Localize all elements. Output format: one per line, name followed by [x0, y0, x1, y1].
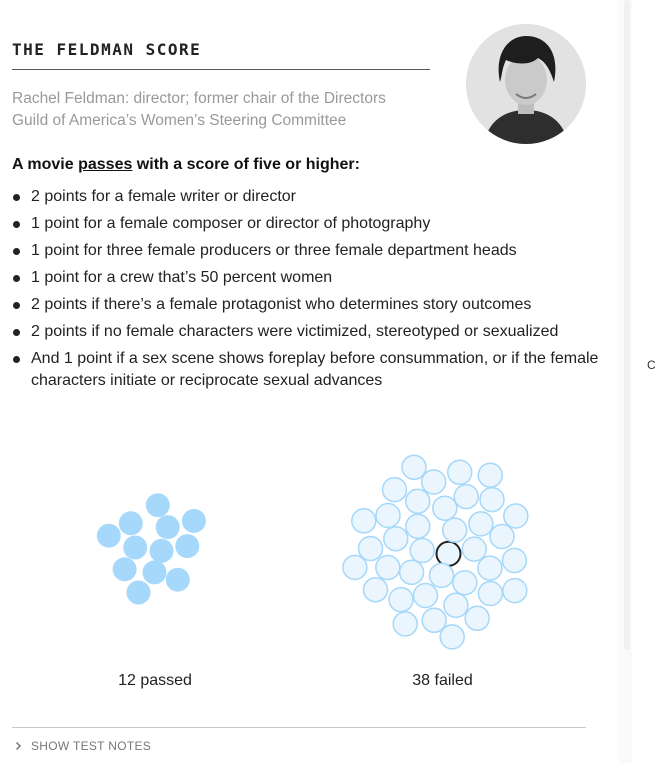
- page-title: THE FELDMAN SCORE: [12, 40, 430, 70]
- failed-film-circle: [342, 554, 368, 581]
- passed-film-circle: [96, 523, 121, 548]
- bullet-icon: [13, 329, 20, 336]
- failed-film-circle: [405, 513, 431, 540]
- failed-film-circle: [409, 537, 435, 564]
- failed-film-circle: [477, 555, 503, 581]
- passed-film-circle: [123, 535, 148, 560]
- passed-film-circle: [142, 560, 167, 585]
- rule-text: 1 point for a female composer or directo…: [31, 215, 431, 232]
- failed-film-circle: [443, 592, 469, 619]
- failed-film-circle: [412, 582, 439, 609]
- failed-film-circle: [398, 559, 425, 586]
- failed-film-circle: [432, 495, 458, 521]
- rule-text: And 1 point if a sex scene shows forepla…: [31, 350, 599, 389]
- failed-film-circle: [453, 483, 479, 510]
- failed-film-circle: [388, 586, 414, 613]
- divider: [12, 727, 586, 728]
- passed-cluster: [96, 493, 206, 605]
- failed-film-circle: [401, 454, 427, 481]
- rule-text: 2 points if there’s a female protagonist…: [31, 296, 532, 313]
- avatar: [466, 24, 586, 144]
- failed-film-circle: [477, 462, 504, 488]
- failed-film-circle: [441, 517, 468, 543]
- failed-film-circle: [351, 508, 377, 534]
- rules-heading: A movie passes with a score of five or h…: [12, 156, 360, 174]
- passed-film-circle: [112, 557, 137, 582]
- failed-film-circle: [375, 502, 401, 529]
- failed-film-circle: [404, 488, 431, 515]
- person-line-1: Rachel Feldman: director; former chair o…: [12, 90, 386, 107]
- chevron-right-icon: [15, 741, 22, 751]
- passes-link: passes: [78, 156, 133, 173]
- rule-item: And 1 point if a sex scene shows forepla…: [12, 348, 602, 392]
- failed-film-circle: [477, 580, 504, 607]
- bullet-icon: [13, 221, 20, 228]
- failed-film-circle: [501, 547, 528, 574]
- failed-film-circle: [468, 511, 494, 537]
- rule-text: 1 point for three female producers or th…: [31, 242, 517, 259]
- bullet-icon: [13, 356, 20, 363]
- failed-film-circle: [420, 469, 447, 495]
- passed-film-circle: [165, 567, 190, 592]
- rule-text: 1 point for a crew that’s 50 percent wom…: [31, 269, 333, 286]
- feldman-score-card: THE FELDMAN SCORE Rachel Feldman: direct…: [12, 24, 602, 753]
- rules-heading-pre: A movie: [12, 156, 79, 173]
- rules-heading-post: with a score of five or higher:: [132, 156, 360, 173]
- failed-film-circle: [439, 624, 465, 650]
- failed-film-circle: [383, 525, 409, 552]
- failed-film-circle: [428, 562, 455, 589]
- failed-film-circle: [362, 576, 389, 603]
- passed-film-circle: [155, 515, 180, 540]
- failed-film-circle: [464, 605, 490, 632]
- passed-film-circle: [175, 534, 200, 559]
- passed-film-circle: [145, 493, 170, 518]
- rule-item: 2 points if there’s a female protagonist…: [12, 294, 602, 316]
- rule-text: 2 points if no female characters were vi…: [31, 323, 559, 340]
- failed-label: 38 failed: [412, 672, 473, 689]
- failed-film-circle: [357, 535, 384, 562]
- person-description: Rachel Feldman: director; former chair o…: [12, 88, 442, 132]
- passed-film-circle: [118, 511, 143, 536]
- bullet-icon: [13, 302, 20, 309]
- results-bubble-chart: [96, 454, 529, 650]
- passed-film-circle: [149, 538, 174, 563]
- bullet-icon: [13, 275, 20, 282]
- failed-film-circle: [479, 486, 505, 513]
- failed-film-circle: [489, 523, 515, 550]
- failed-cluster: [342, 454, 529, 650]
- rule-item: 2 points if no female characters were vi…: [12, 321, 602, 343]
- bullet-icon: [13, 248, 20, 255]
- failed-film-circle: [381, 476, 408, 503]
- rule-text: 2 points for a female writer or director: [31, 188, 296, 205]
- failed-film-circle: [392, 611, 418, 637]
- failed-film-circle: [461, 536, 488, 562]
- failed-film-circle: [503, 503, 529, 529]
- rules-list: 2 points for a female writer or director…: [12, 186, 602, 397]
- title-block: THE FELDMAN SCORE: [12, 40, 430, 70]
- show-test-notes-label: SHOW TEST NOTES: [31, 739, 152, 753]
- failed-film-circle: [452, 569, 478, 596]
- failed-film-circle-highlighted: [435, 540, 462, 567]
- failed-film-circle: [375, 554, 401, 581]
- passed-film-circle: [181, 508, 206, 533]
- portrait-image: [466, 24, 586, 144]
- scrollbar-thumb[interactable]: [624, 0, 630, 650]
- failed-film-circle: [502, 577, 528, 604]
- rule-item: 1 point for a female composer or directo…: [12, 213, 602, 235]
- person-line-2: Guild of America’s Women’s Steering Comm…: [12, 112, 347, 129]
- passed-film-circle: [126, 580, 151, 605]
- show-test-notes-button[interactable]: SHOW TEST NOTES: [14, 739, 151, 753]
- bullet-icon: [13, 194, 20, 201]
- rule-item: 1 point for a crew that’s 50 percent wom…: [12, 267, 602, 289]
- failed-film-circle: [446, 459, 473, 486]
- rule-item: 1 point for three female producers or th…: [12, 240, 602, 262]
- passed-label: 12 passed: [118, 672, 192, 689]
- edge-glyph: C: [647, 358, 655, 372]
- rule-item: 2 points for a female writer or director: [12, 186, 602, 208]
- failed-film-circle: [421, 607, 447, 634]
